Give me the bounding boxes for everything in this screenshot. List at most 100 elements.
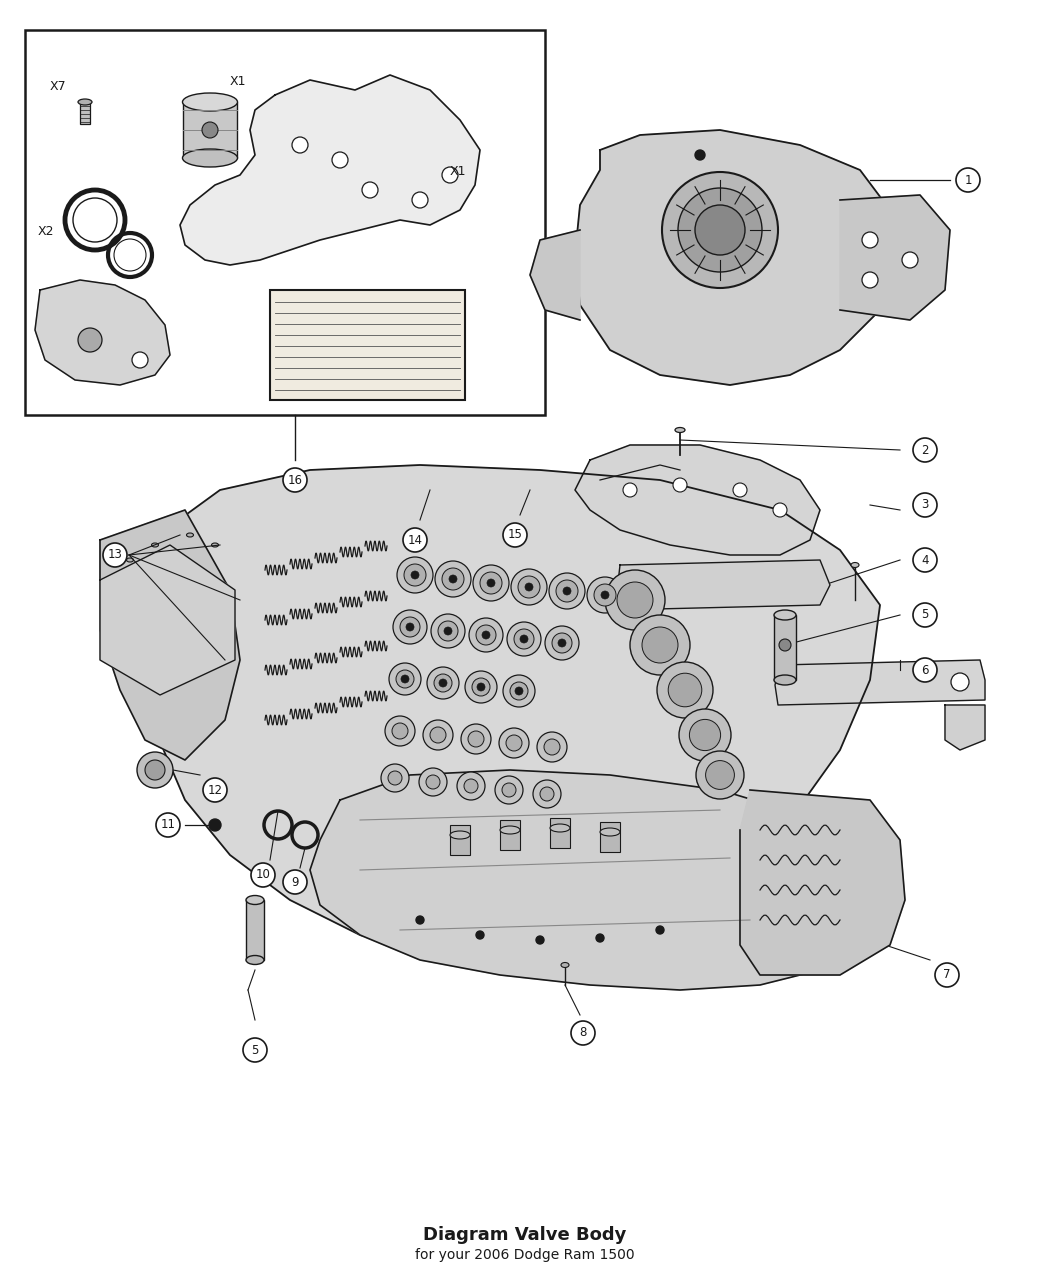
Circle shape (914, 658, 937, 682)
Circle shape (469, 618, 503, 652)
Circle shape (426, 775, 440, 789)
Text: 1: 1 (964, 173, 971, 186)
Text: 9: 9 (291, 876, 299, 889)
Text: X1: X1 (450, 164, 466, 178)
Circle shape (545, 626, 579, 660)
Circle shape (690, 719, 720, 751)
Circle shape (243, 1038, 267, 1062)
FancyBboxPatch shape (550, 819, 570, 848)
Circle shape (476, 931, 484, 938)
Ellipse shape (600, 827, 620, 836)
Polygon shape (180, 75, 480, 265)
Circle shape (706, 761, 734, 789)
Text: for your 2006 Dodge Ram 1500: for your 2006 Dodge Ram 1500 (415, 1248, 635, 1262)
Circle shape (487, 579, 495, 586)
Ellipse shape (675, 427, 685, 432)
Circle shape (605, 570, 665, 630)
Circle shape (332, 152, 348, 168)
Circle shape (656, 926, 664, 935)
Circle shape (388, 663, 421, 695)
Circle shape (430, 615, 465, 648)
Ellipse shape (126, 558, 133, 562)
Polygon shape (575, 445, 820, 555)
Circle shape (503, 523, 527, 547)
Circle shape (412, 193, 428, 208)
Ellipse shape (187, 533, 193, 537)
Ellipse shape (774, 609, 796, 620)
Circle shape (914, 603, 937, 627)
Ellipse shape (183, 149, 237, 167)
Circle shape (438, 621, 458, 641)
Circle shape (381, 764, 410, 792)
Circle shape (902, 252, 918, 268)
Circle shape (404, 564, 426, 586)
Text: 4: 4 (921, 553, 929, 566)
Circle shape (499, 728, 529, 759)
Circle shape (518, 576, 540, 598)
Circle shape (617, 581, 653, 618)
Circle shape (506, 734, 522, 751)
Circle shape (434, 674, 452, 692)
Polygon shape (740, 790, 905, 975)
Circle shape (601, 592, 609, 599)
Circle shape (587, 578, 623, 613)
Circle shape (495, 776, 523, 805)
Polygon shape (100, 510, 240, 760)
Circle shape (679, 709, 731, 761)
Circle shape (914, 439, 937, 462)
FancyBboxPatch shape (183, 102, 237, 158)
Text: X7: X7 (50, 80, 66, 93)
Circle shape (642, 627, 678, 663)
Circle shape (411, 571, 419, 579)
Ellipse shape (183, 93, 237, 111)
Circle shape (397, 557, 433, 593)
Circle shape (476, 625, 496, 645)
Circle shape (442, 567, 464, 590)
Circle shape (511, 569, 547, 606)
Ellipse shape (246, 955, 264, 964)
Circle shape (292, 136, 308, 153)
Polygon shape (615, 560, 830, 609)
Circle shape (482, 631, 490, 639)
Circle shape (362, 182, 378, 198)
Circle shape (503, 674, 536, 708)
Circle shape (773, 504, 788, 516)
Ellipse shape (78, 99, 92, 105)
Circle shape (392, 723, 408, 740)
Circle shape (556, 580, 578, 602)
Circle shape (696, 751, 744, 799)
Circle shape (552, 632, 572, 653)
Ellipse shape (450, 831, 470, 839)
Circle shape (558, 639, 566, 646)
Circle shape (449, 575, 457, 583)
Circle shape (537, 732, 567, 762)
Text: 6: 6 (921, 663, 929, 677)
Circle shape (427, 667, 459, 699)
Polygon shape (35, 280, 170, 385)
Circle shape (525, 583, 533, 592)
Circle shape (520, 635, 528, 643)
Ellipse shape (774, 674, 796, 685)
Circle shape (662, 172, 778, 288)
FancyBboxPatch shape (774, 615, 796, 680)
Circle shape (416, 915, 424, 924)
Circle shape (507, 622, 541, 657)
FancyBboxPatch shape (80, 102, 90, 124)
Circle shape (400, 617, 420, 638)
Circle shape (779, 639, 791, 652)
Circle shape (442, 167, 458, 184)
Circle shape (678, 187, 762, 272)
Ellipse shape (246, 895, 264, 904)
Circle shape (540, 787, 554, 801)
Circle shape (514, 629, 534, 649)
Polygon shape (575, 130, 895, 385)
Circle shape (563, 586, 571, 595)
Text: 12: 12 (208, 784, 223, 797)
Circle shape (502, 783, 516, 797)
Circle shape (444, 627, 452, 635)
Circle shape (571, 1021, 595, 1046)
Circle shape (465, 671, 497, 703)
Circle shape (156, 813, 180, 836)
Circle shape (695, 205, 746, 255)
Circle shape (423, 720, 453, 750)
